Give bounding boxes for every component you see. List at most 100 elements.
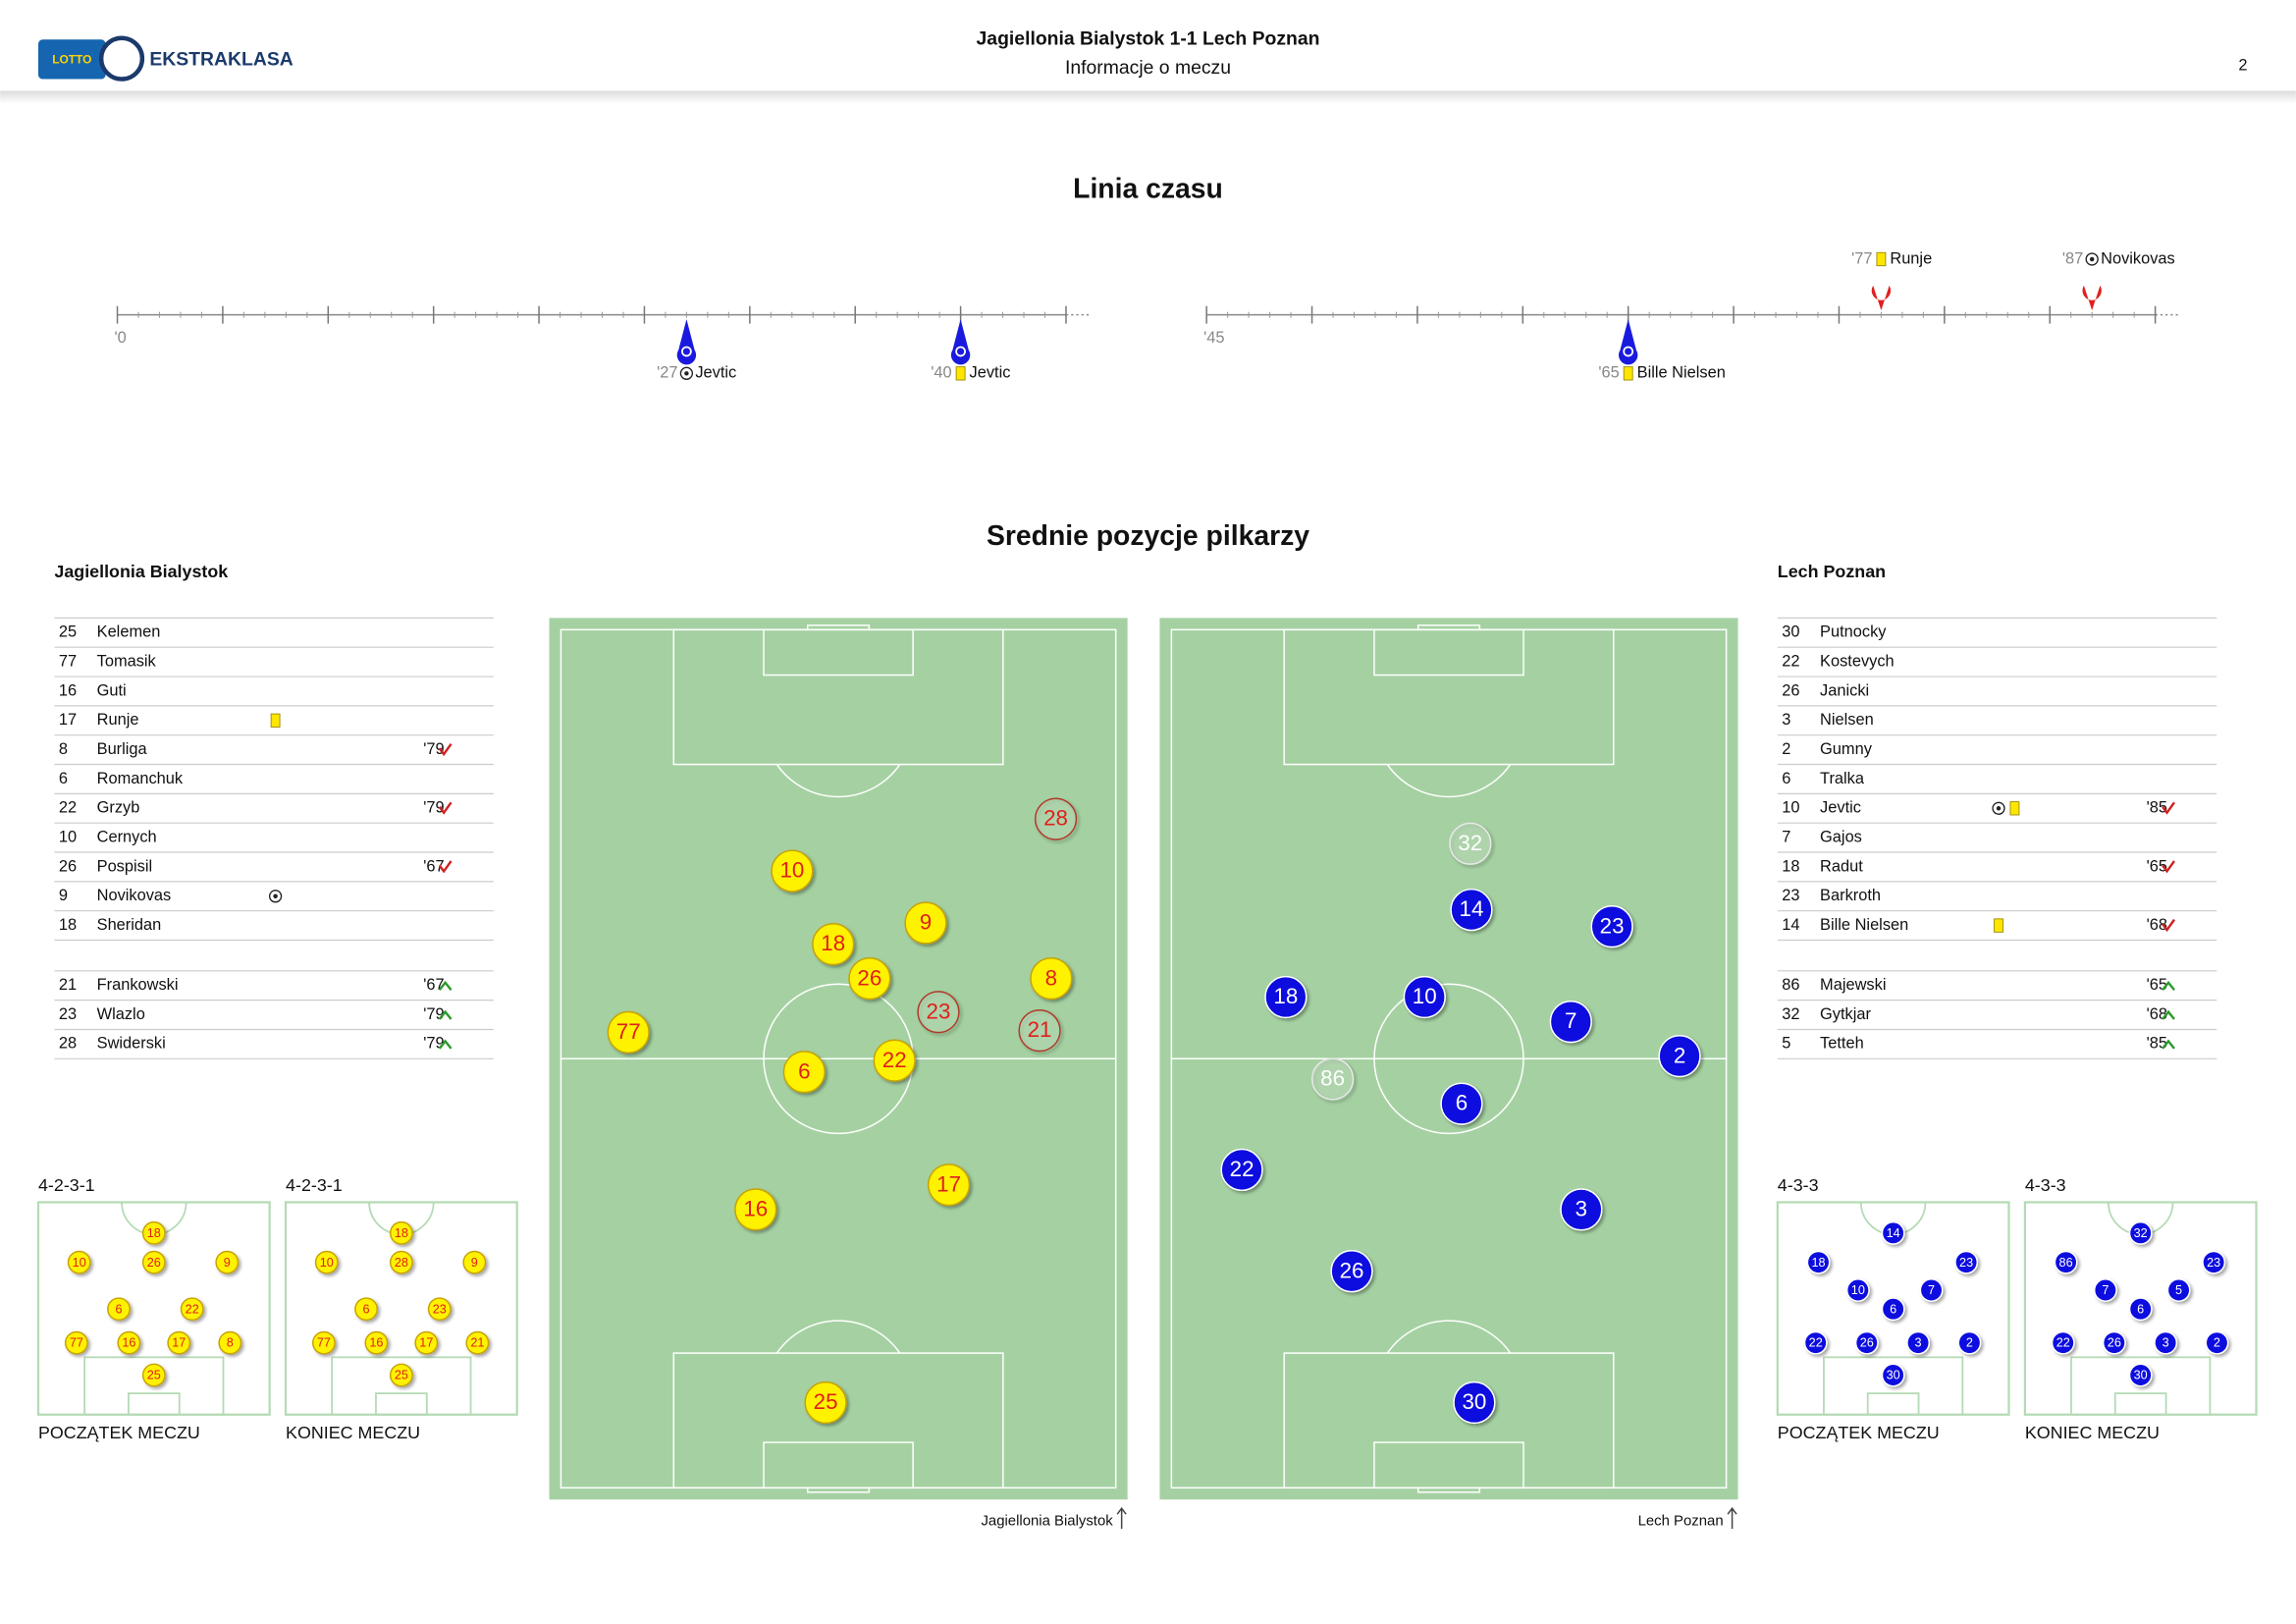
positions-title: Srednie pozycje pilkarzy <box>987 520 1309 552</box>
player-name: Romanchuk <box>97 770 184 787</box>
player-number: 18 <box>59 916 77 934</box>
goal-icon-dot <box>2089 256 2095 262</box>
header-title: Jagiellonia Bialystok 1-1 Lech Poznan <box>977 27 1320 49</box>
player-marker <box>917 991 960 1034</box>
player-name: Gajos <box>1820 828 1862 845</box>
player-number: 26 <box>2108 1336 2121 1350</box>
player-number: 23 <box>1782 887 1799 904</box>
sub-minute: '67 <box>423 976 444 994</box>
player-marker <box>389 1220 413 1245</box>
player-marker <box>354 1297 378 1322</box>
player-marker <box>64 1330 88 1355</box>
player-number: 86 <box>2059 1256 2073 1270</box>
player-number: 32 <box>2134 1226 2148 1240</box>
sub-out-icon <box>438 801 453 815</box>
player-marker <box>141 1363 166 1387</box>
sub-minute: '79 <box>423 799 444 817</box>
player-marker <box>1590 905 1633 948</box>
pitch-line <box>1416 624 1481 631</box>
player-name: Jevtic <box>1820 799 1861 817</box>
player-number: 30 <box>1462 1389 1486 1414</box>
player-number: 22 <box>2056 1336 2070 1350</box>
event-pin-ring <box>955 346 966 357</box>
player-name: Bille Nielsen <box>1820 916 1908 934</box>
player-marker <box>1310 1057 1355 1101</box>
player-name: Cernych <box>97 828 157 845</box>
player-number: 86 <box>1782 976 1799 994</box>
pitch-line <box>2113 1392 2167 1416</box>
player-number: 17 <box>419 1336 433 1350</box>
player-marker <box>2128 1297 2153 1322</box>
player-number: 14 <box>1460 896 1484 921</box>
sub-in-icon <box>2162 1039 2175 1050</box>
player-marker <box>2202 1250 2226 1274</box>
sub-minute: '79 <box>423 740 444 758</box>
player-number: 25 <box>147 1369 161 1382</box>
pitch-line <box>806 624 871 631</box>
sub-minute: '68 <box>2147 1005 2167 1023</box>
event-pin-ring <box>681 346 692 357</box>
player-marker <box>364 1330 389 1355</box>
pitch-line <box>1416 1487 1481 1493</box>
event-minute: '27 <box>657 364 677 382</box>
player-marker <box>465 1330 490 1355</box>
goal-icon-dot <box>273 893 278 898</box>
player-number: 32 <box>1782 1005 1799 1023</box>
sub-minute: '65 <box>2147 857 2167 875</box>
player-name: Kelemen <box>97 623 161 641</box>
player-marker <box>1449 822 1492 865</box>
player-number: 6 <box>1890 1302 1896 1316</box>
formation-caption: KONIEC MECZU <box>286 1423 420 1442</box>
player-number: 9 <box>59 887 68 904</box>
player-number: 10 <box>1851 1283 1865 1297</box>
player-number: 77 <box>317 1336 331 1350</box>
player-number: 30 <box>2134 1369 2148 1382</box>
player-number: 77 <box>59 652 77 670</box>
player-marker <box>873 1039 916 1082</box>
player-name: Grzyb <box>97 799 140 817</box>
player-marker <box>1845 1278 1870 1302</box>
player-number: 23 <box>2207 1256 2220 1270</box>
player-marker <box>107 1297 131 1322</box>
formation-name: 4-3-3 <box>2025 1175 2066 1195</box>
player-number: 14 <box>1782 916 1799 934</box>
player-marker <box>607 1010 650 1054</box>
player-number: 6 <box>2137 1302 2144 1316</box>
player-number: 6 <box>1456 1091 1468 1115</box>
player-number: 2 <box>1674 1043 1685 1067</box>
player-marker <box>2128 1363 2153 1387</box>
player-name: Swiderski <box>97 1035 166 1053</box>
player-number: 25 <box>395 1369 408 1382</box>
yellow-card-icon <box>1876 251 1887 267</box>
player-marker <box>771 849 814 893</box>
page-number: 2 <box>2238 56 2247 74</box>
player-number: 23 <box>59 1005 77 1023</box>
player-number: 25 <box>814 1389 838 1414</box>
player-marker <box>1018 1008 1061 1053</box>
pitch-line <box>1386 1320 1512 1354</box>
player-marker <box>2054 1250 2078 1274</box>
player-name: Majewski <box>1820 976 1886 994</box>
player-marker <box>1030 956 1073 1001</box>
player-number: 14 <box>1887 1226 1900 1240</box>
player-marker <box>389 1363 413 1387</box>
player-number: 18 <box>1273 984 1298 1008</box>
sub-in-icon <box>438 1039 453 1050</box>
direction-arrow <box>1116 1506 1127 1530</box>
player-marker <box>1658 1034 1701 1078</box>
player-marker <box>1806 1250 1831 1274</box>
player-marker <box>1403 975 1446 1019</box>
player-number: 10 <box>320 1256 334 1270</box>
player-number: 22 <box>59 799 77 817</box>
player-marker <box>1881 1297 1905 1322</box>
event-player: Novikovas <box>2101 249 2175 267</box>
player-name: Pospisil <box>97 857 152 875</box>
player-name: Runje <box>97 711 139 729</box>
event-player: Jevtic <box>695 364 736 382</box>
player-number: 10 <box>1413 984 1437 1008</box>
player-marker <box>812 922 855 966</box>
pitch-line <box>1866 1392 1920 1416</box>
sub-in-icon <box>2162 980 2175 991</box>
